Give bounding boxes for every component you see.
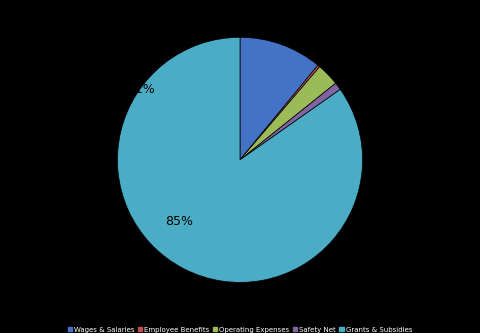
Wedge shape [240,37,318,160]
Text: 85%: 85% [165,214,193,228]
Legend: Wages & Salaries, Employee Benefits, Operating Expenses, Safety Net, Grants & Su: Wages & Salaries, Employee Benefits, Ope… [66,325,414,333]
Text: 11%: 11% [128,83,156,96]
Wedge shape [118,37,362,282]
Wedge shape [240,65,320,160]
Wedge shape [240,67,336,160]
Wedge shape [240,83,340,160]
